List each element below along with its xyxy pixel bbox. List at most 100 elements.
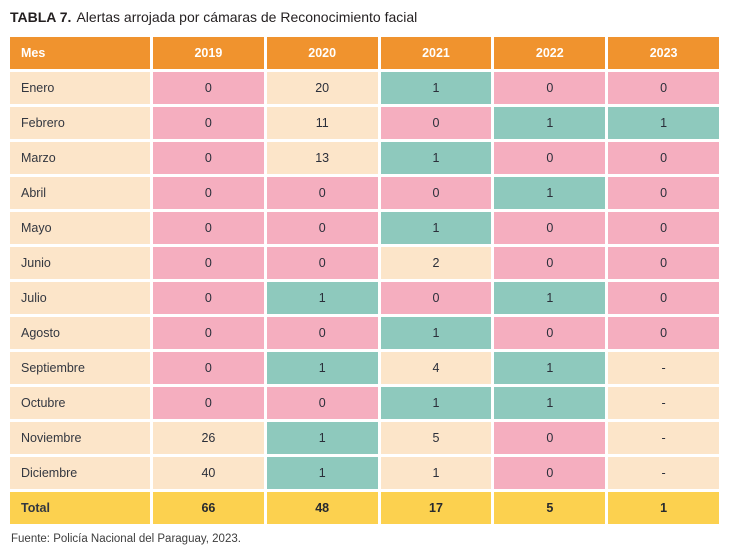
table-row: Enero 0 20 1 0 0: [10, 72, 719, 104]
month-cell: Julio: [10, 282, 150, 314]
alerts-table: Mes 2019 2020 2021 2022 2023 Enero 0 20 1 0 0 Febre…: [7, 34, 722, 527]
column-header-mes: Mes: [10, 37, 150, 69]
month-cell: Marzo: [10, 142, 150, 174]
value-cell: 4: [380, 352, 492, 384]
value-cell: 0: [608, 72, 719, 104]
value-cell: 0: [494, 457, 606, 489]
total-value-cell: 48: [266, 492, 378, 524]
value-cell: 0: [380, 107, 492, 139]
value-cell: 11: [266, 107, 378, 139]
total-value-cell: 66: [153, 492, 264, 524]
value-cell: 0: [494, 142, 606, 174]
value-cell: -: [608, 352, 719, 384]
value-cell: 1: [380, 457, 492, 489]
column-header-year: 2019: [153, 37, 264, 69]
value-cell: 1: [494, 387, 606, 419]
table-row: Septiembre 0 1 4 1-: [10, 352, 719, 384]
value-cell: 1: [380, 142, 492, 174]
table-row: Octubre 0 0 1 1-: [10, 387, 719, 419]
column-header-year: 2022: [494, 37, 606, 69]
value-cell: 0: [266, 177, 378, 209]
table-title-label: TABLA 7.: [10, 9, 72, 25]
value-cell: 0: [608, 282, 719, 314]
total-label-cell: Total: [10, 492, 150, 524]
value-cell: -: [608, 387, 719, 419]
value-cell: 0: [494, 72, 606, 104]
table-row: Agosto 0 0 1 0 0: [10, 317, 719, 349]
total-row: Total 66 48 17 5 1: [10, 492, 719, 524]
table-row: Marzo 0 13 1 0 0: [10, 142, 719, 174]
value-cell: 0: [153, 142, 264, 174]
value-cell: 1: [494, 352, 606, 384]
value-cell: 0: [608, 142, 719, 174]
value-cell: 0: [153, 352, 264, 384]
value-cell: 1: [380, 317, 492, 349]
value-cell: -: [608, 457, 719, 489]
value-cell: 0: [608, 212, 719, 244]
value-cell: 0: [266, 212, 378, 244]
header-row: Mes 2019 2020 2021 2022 2023: [10, 37, 719, 69]
month-cell: Septiembre: [10, 352, 150, 384]
value-cell: 1: [608, 107, 719, 139]
total-value-cell: 1: [608, 492, 719, 524]
table-title-text: Alertas arrojada por cámaras de Reconoci…: [76, 9, 418, 25]
value-cell: 1: [494, 282, 606, 314]
month-cell: Junio: [10, 247, 150, 279]
value-cell: 40: [153, 457, 264, 489]
value-cell: 0: [153, 107, 264, 139]
table-body: Enero 0 20 1 0 0 Febrero 0 11 0 1 1 Marzo 0 13 1 0 0 Abril…: [10, 72, 719, 524]
value-cell: 1: [494, 177, 606, 209]
month-cell: Enero: [10, 72, 150, 104]
value-cell: 20: [266, 72, 378, 104]
value-cell: 1: [380, 212, 492, 244]
table-row: Junio 0 0 2 0 0: [10, 247, 719, 279]
month-cell: Agosto: [10, 317, 150, 349]
source-note: Fuente: Policía Nacional del Paraguay, 2…: [11, 533, 241, 545]
month-cell: Febrero: [10, 107, 150, 139]
table-title: TABLA 7. Alertas arrojada por cámaras de …: [10, 8, 719, 26]
value-cell: 0: [380, 177, 492, 209]
month-cell: Mayo: [10, 212, 150, 244]
value-cell: 0: [153, 317, 264, 349]
value-cell: 1: [494, 107, 606, 139]
value-cell: 0: [153, 247, 264, 279]
table-row: Mayo 0 0 1 0 0: [10, 212, 719, 244]
value-cell: 5: [380, 422, 492, 454]
value-cell: 0: [608, 177, 719, 209]
value-cell: 0: [153, 177, 264, 209]
total-value-cell: 17: [380, 492, 492, 524]
table-row: Abril 0 0 0 1 0: [10, 177, 719, 209]
column-header-year: 2021: [380, 37, 492, 69]
value-cell: 0: [608, 247, 719, 279]
value-cell: 0: [494, 422, 606, 454]
value-cell: -: [608, 422, 719, 454]
value-cell: 0: [266, 247, 378, 279]
table-row: Noviembre 26 1 5 0-: [10, 422, 719, 454]
total-value-cell: 5: [494, 492, 606, 524]
month-cell: Noviembre: [10, 422, 150, 454]
value-cell: 1: [380, 72, 492, 104]
value-cell: 0: [380, 282, 492, 314]
table-header: Mes 2019 2020 2021 2022 2023: [10, 37, 719, 69]
value-cell: 0: [494, 212, 606, 244]
value-cell: 0: [153, 282, 264, 314]
value-cell: 0: [608, 317, 719, 349]
month-cell: Abril: [10, 177, 150, 209]
value-cell: 13: [266, 142, 378, 174]
value-cell: 1: [266, 457, 378, 489]
value-cell: 2: [380, 247, 492, 279]
value-cell: 0: [153, 387, 264, 419]
value-cell: 1: [380, 387, 492, 419]
table-row: Diciembre 40 1 1 0-: [10, 457, 719, 489]
value-cell: 1: [266, 422, 378, 454]
month-cell: Diciembre: [10, 457, 150, 489]
value-cell: 0: [153, 212, 264, 244]
value-cell: 0: [266, 317, 378, 349]
table-row: Febrero 0 11 0 1 1: [10, 107, 719, 139]
value-cell: 0: [266, 387, 378, 419]
value-cell: 1: [266, 282, 378, 314]
value-cell: 1: [266, 352, 378, 384]
value-cell: 0: [494, 317, 606, 349]
column-header-year: 2023: [608, 37, 719, 69]
